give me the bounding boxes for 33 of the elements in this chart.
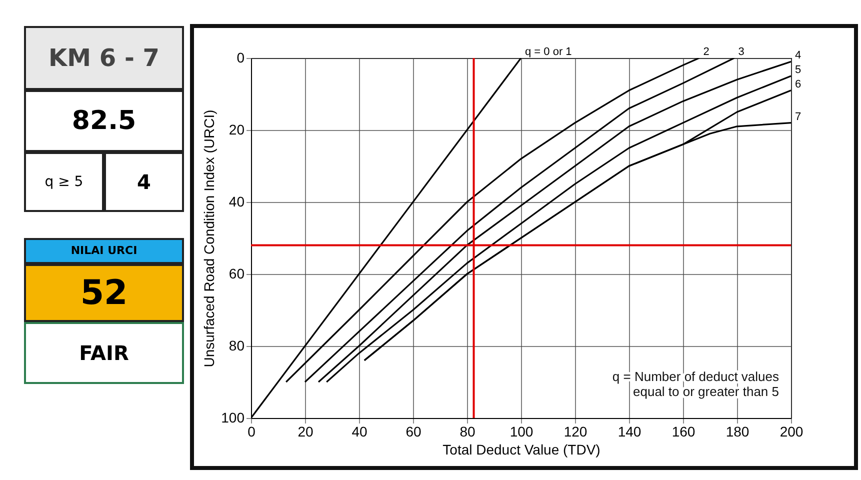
series-label: 4 <box>795 50 802 62</box>
x-tick-label: 140 <box>618 424 642 440</box>
text: FAIR <box>24 322 184 384</box>
y-tick-label: 60 <box>228 266 245 282</box>
x-tick-label: 160 <box>672 424 696 440</box>
x-tick-label: 120 <box>564 424 588 440</box>
series-label: q = 0 or 1 <box>525 46 572 58</box>
x-tick-label: 0 <box>248 424 256 440</box>
x-tick-label: 40 <box>352 424 368 440</box>
text: 4 <box>104 152 184 212</box>
y-tick-label: 100 <box>221 410 245 426</box>
x-tick-label: 100 <box>510 424 534 440</box>
text: 82.5 <box>24 90 184 152</box>
text: NILAI URCI <box>24 238 184 264</box>
y-tick-label: 0 <box>236 50 245 66</box>
x-tick-label: 200 <box>780 424 804 440</box>
y-axis-title: Unsurfaced Road Condition Index (URCI) <box>201 110 218 368</box>
x-tick-label: 180 <box>726 424 750 440</box>
series-label: 2 <box>703 46 710 58</box>
text: 52 <box>24 264 184 322</box>
series-label: 3 <box>738 46 744 58</box>
x-tick-label: 20 <box>298 424 314 440</box>
series-label: 5 <box>795 64 802 76</box>
series-label: 7 <box>795 110 802 123</box>
x-tick-label: 60 <box>406 424 422 440</box>
y-tick-label: 20 <box>228 122 245 138</box>
series-label: 6 <box>795 78 802 90</box>
text: q ≥ 5 <box>24 152 104 212</box>
y-tick-label: 80 <box>228 338 245 354</box>
x-tick-label: 80 <box>460 424 476 440</box>
text: KM 6 - 7 <box>24 26 184 90</box>
y-tick-label: 40 <box>228 194 245 210</box>
x-axis-title: Total Deduct Value (TDV) <box>442 442 600 458</box>
